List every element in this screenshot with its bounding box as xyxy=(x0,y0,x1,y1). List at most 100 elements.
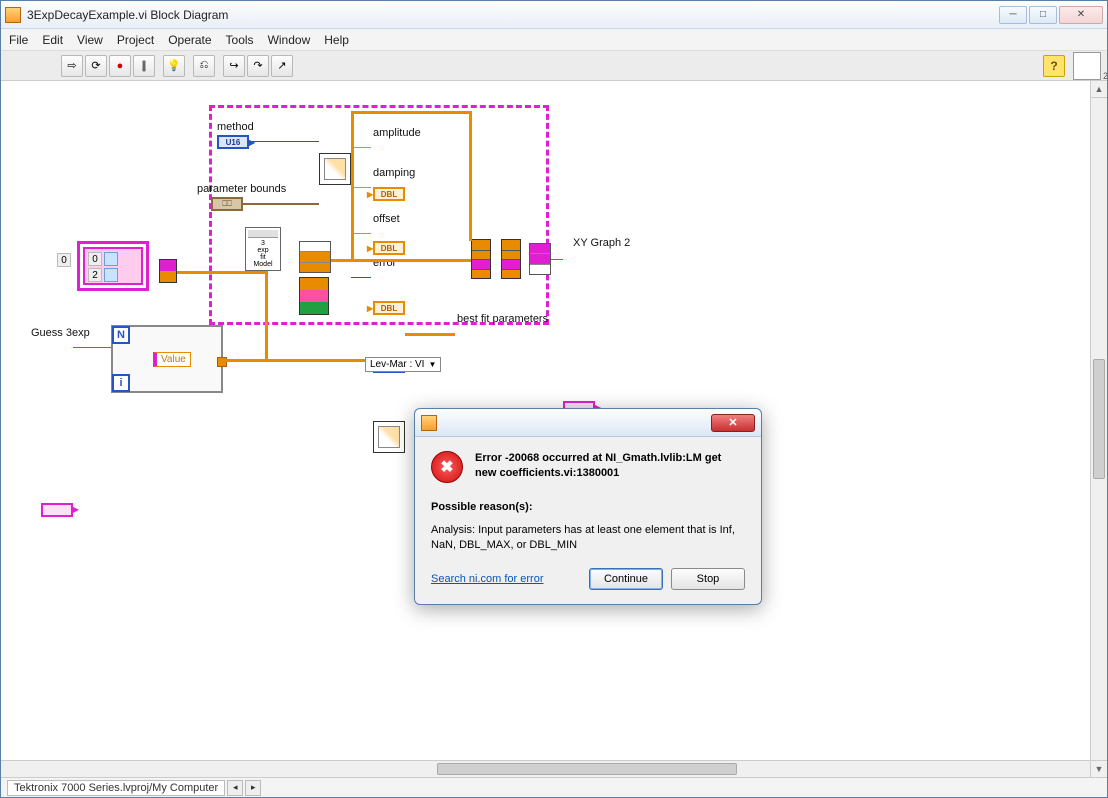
wire xyxy=(223,359,365,362)
menu-operate[interactable]: Operate xyxy=(168,33,211,47)
menu-file[interactable]: File xyxy=(9,33,28,47)
error-icon: ✖ xyxy=(431,451,463,483)
toolbar: ⇨ ⟳ ● ∥ 💡 ⎌ ↪ ↷ ↗ ? xyxy=(1,51,1107,81)
abort-button[interactable]: ● xyxy=(109,55,131,77)
wire xyxy=(351,111,354,261)
scroll-down-icon[interactable]: ▼ xyxy=(1091,760,1107,777)
wire xyxy=(73,347,111,348)
fit-method-selector[interactable]: Lev-Mar : VI xyxy=(365,357,441,372)
pause-button[interactable]: ∥ xyxy=(133,55,155,77)
titlebar: 3ExpDecayExample.vi Block Diagram ─ □ ✕ xyxy=(1,1,1107,29)
error-dialog: ✕ ✖ Error -20068 occurred at NI_Gmath.lv… xyxy=(414,408,762,605)
wire xyxy=(177,271,267,274)
vertical-scrollbar[interactable]: ▲ ▼ xyxy=(1090,81,1107,777)
menu-tools[interactable]: Tools xyxy=(226,33,254,47)
index-array-node[interactable] xyxy=(299,241,331,273)
main-window: 3ExpDecayExample.vi Block Diagram ─ □ ✕ … xyxy=(0,0,1108,798)
retain-wire-button[interactable]: ⎌ xyxy=(193,55,215,77)
menubar: File Edit View Project Operate Tools Win… xyxy=(1,29,1107,51)
const-2: 2 xyxy=(88,268,102,282)
dialog-body: ✖ Error -20068 occurred at NI_Gmath.lvli… xyxy=(415,437,761,604)
nav-prev-button[interactable]: ◂ xyxy=(227,780,243,796)
context-help-icon[interactable]: ? xyxy=(1043,55,1065,77)
bundle-node-2[interactable] xyxy=(501,239,521,279)
menu-view[interactable]: View xyxy=(77,33,103,47)
reason-text: Analysis: Input parameters has at least … xyxy=(431,523,745,554)
fit-subvi-1[interactable] xyxy=(319,153,351,185)
amplitude-indicator: DBL xyxy=(373,187,405,201)
loop-n-terminal: N xyxy=(112,326,130,344)
u16-text: U16 xyxy=(226,138,241,147)
wire xyxy=(551,259,563,260)
subvi-label: 3 exp fit Model xyxy=(253,240,272,268)
project-path: Tektronix 7000 Series.lvproj/My Computer xyxy=(7,780,225,796)
wire xyxy=(351,187,371,188)
wire xyxy=(351,147,371,148)
index-0-a: 0 xyxy=(57,253,71,267)
menu-project[interactable]: Project xyxy=(117,33,154,47)
menu-edit[interactable]: Edit xyxy=(42,33,63,47)
highlight-button[interactable]: 💡 xyxy=(163,55,185,77)
continue-button[interactable]: Continue xyxy=(589,568,663,590)
stop-button[interactable]: Stop xyxy=(671,568,745,590)
status-bar: Tektronix 7000 Series.lvproj/My Computer… xyxy=(1,777,1107,797)
value-property-node[interactable]: Value xyxy=(153,353,191,365)
const-val-2 xyxy=(104,268,118,282)
step-out-button[interactable]: ↗ xyxy=(271,55,293,77)
vi-icon[interactable] xyxy=(1073,52,1101,80)
close-button[interactable]: ✕ xyxy=(1059,6,1103,24)
build-array-node[interactable] xyxy=(299,277,329,315)
run-button[interactable]: ⇨ xyxy=(61,55,83,77)
value-text: Value xyxy=(153,352,191,367)
wire xyxy=(243,203,319,205)
wire xyxy=(265,271,268,359)
scroll-up-icon[interactable]: ▲ xyxy=(1091,81,1107,98)
wire xyxy=(249,141,319,142)
build-cluster-array[interactable] xyxy=(529,243,551,275)
bundle-node-1[interactable] xyxy=(471,239,491,279)
minimize-button[interactable]: ─ xyxy=(999,6,1027,24)
dialog-app-icon xyxy=(421,415,437,431)
method-label: method xyxy=(217,121,254,133)
loop-i-terminal: i xyxy=(112,374,130,392)
window-buttons: ─ □ ✕ xyxy=(999,6,1103,24)
vscroll-thumb[interactable] xyxy=(1093,359,1105,479)
guess-label: Guess 3exp xyxy=(31,327,90,339)
damping-indicator: DBL xyxy=(373,241,405,255)
guess-control[interactable] xyxy=(41,503,73,517)
const-val-1 xyxy=(104,252,118,266)
menu-help[interactable]: Help xyxy=(324,33,349,47)
unbundle-node[interactable] xyxy=(159,259,177,283)
step-over-button[interactable]: ↷ xyxy=(247,55,269,77)
const-0b: 0 xyxy=(88,252,102,266)
levmar-text: Lev-Mar : VI xyxy=(370,359,424,370)
wire xyxy=(469,111,472,241)
dialog-titlebar: ✕ xyxy=(415,409,761,437)
dbl-text-2: DBL xyxy=(381,244,397,253)
wire xyxy=(351,277,371,278)
dbl-text-3: DBL xyxy=(381,304,397,313)
offset-indicator: DBL xyxy=(373,301,405,315)
parameter-bounds-label: parameter bounds xyxy=(197,183,286,195)
for-loop: N i Value xyxy=(111,325,223,393)
cluster-constant[interactable]: 0 2 xyxy=(83,247,143,285)
run-continuous-button[interactable]: ⟳ xyxy=(85,55,107,77)
error-message: Error -20068 occurred at NI_Gmath.lvlib:… xyxy=(475,451,745,483)
step-into-button[interactable]: ↪ xyxy=(223,55,245,77)
menu-window[interactable]: Window xyxy=(268,33,311,47)
dialog-close-button[interactable]: ✕ xyxy=(711,414,755,432)
dbl-text-1: DBL xyxy=(381,190,397,199)
hscroll-thumb[interactable] xyxy=(437,763,737,775)
search-ni-link[interactable]: Search ni.com for error xyxy=(431,573,543,585)
method-control[interactable]: U16 xyxy=(217,135,249,149)
exp-fit-model-subvi[interactable]: 3 exp fit Model xyxy=(245,227,281,271)
amplitude-label: amplitude xyxy=(373,127,421,139)
parameter-bounds-control[interactable]: ⎕⎕ xyxy=(211,197,243,211)
maximize-button[interactable]: □ xyxy=(1029,6,1057,24)
damping-label: damping xyxy=(373,167,415,179)
horizontal-scrollbar[interactable] xyxy=(1,760,1090,777)
nav-next-button[interactable]: ▸ xyxy=(245,780,261,796)
reason-header: Possible reason(s): xyxy=(431,501,745,513)
wire xyxy=(405,333,455,336)
fit-subvi-2[interactable] xyxy=(373,421,405,453)
